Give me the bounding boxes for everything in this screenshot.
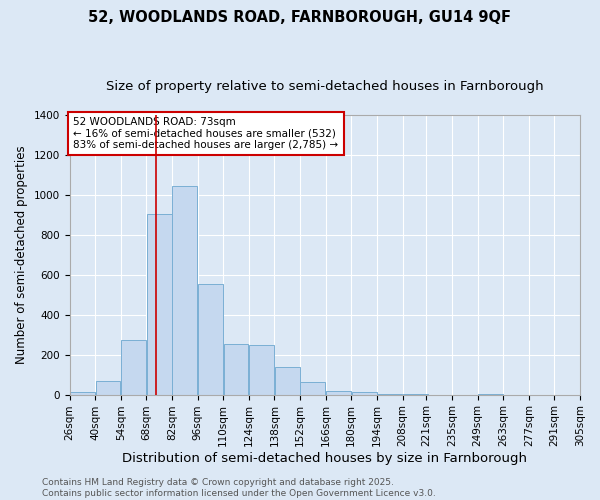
Bar	[172, 186, 197, 394]
Bar	[198, 284, 223, 395]
Bar	[275, 366, 299, 394]
Text: 52, WOODLANDS ROAD, FARNBOROUGH, GU14 9QF: 52, WOODLANDS ROAD, FARNBOROUGH, GU14 9Q…	[89, 10, 511, 25]
Y-axis label: Number of semi-detached properties: Number of semi-detached properties	[15, 146, 28, 364]
Title: Size of property relative to semi-detached houses in Farnborough: Size of property relative to semi-detach…	[106, 80, 544, 93]
Bar	[249, 344, 274, 395]
Bar	[352, 392, 377, 394]
Text: 52 WOODLANDS ROAD: 73sqm
← 16% of semi-detached houses are smaller (532)
83% of : 52 WOODLANDS ROAD: 73sqm ← 16% of semi-d…	[73, 117, 338, 150]
Bar	[147, 214, 172, 394]
Bar	[121, 340, 146, 394]
Bar	[326, 390, 351, 394]
Text: Contains HM Land Registry data © Crown copyright and database right 2025.
Contai: Contains HM Land Registry data © Crown c…	[42, 478, 436, 498]
Bar	[301, 382, 325, 394]
X-axis label: Distribution of semi-detached houses by size in Farnborough: Distribution of semi-detached houses by …	[122, 452, 527, 465]
Bar	[95, 380, 121, 394]
Bar	[70, 392, 95, 394]
Bar	[224, 344, 248, 394]
